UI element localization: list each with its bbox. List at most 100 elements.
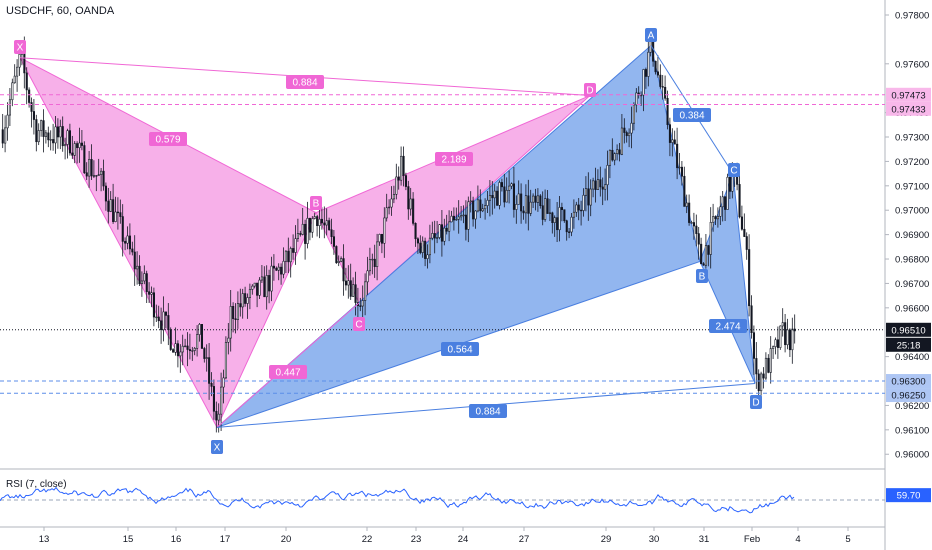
candle-body [392,194,396,200]
time-tick-label: 17 [220,534,231,545]
blue-point-d[interactable]: D [750,395,762,409]
candle-body [726,176,729,210]
price-tick-label: 0.96600 [895,303,929,314]
candle-body [520,193,523,212]
candle-body [539,195,542,207]
candle-body [493,190,496,199]
candle-body [64,144,67,147]
candle-body [61,126,64,147]
candle-body [373,258,376,267]
pink-point-d[interactable]: D [584,83,596,97]
rsi-value-tag-text: 59.70 [897,491,921,502]
candle-body [599,179,602,188]
candle-body [752,332,756,359]
blue-point-c[interactable]: C [728,163,740,177]
candle-body [464,214,468,230]
candle-body [174,343,177,353]
candle-body [323,222,326,226]
price-level-tag-0-box [886,87,931,102]
candle-body [196,334,199,349]
blue-point-x[interactable]: X [211,440,223,454]
candle-body [152,292,155,318]
candle-body [448,221,451,232]
candle-body [474,210,477,220]
candle-body [467,201,470,230]
candle-body [500,182,504,188]
blue-ratio-xd-text: 0.884 [475,407,500,418]
blue-point-a-text: A [648,31,655,42]
pink-point-b[interactable]: B [310,196,322,210]
blue-ratio-abc: 0.564 [441,342,479,356]
candle-body [157,316,160,322]
candle-body [56,126,60,138]
candle-body [133,251,136,270]
candle-body [791,328,794,351]
candle-body [371,258,374,261]
candle-body [128,235,131,250]
candle-body [724,196,727,210]
candle-body [268,275,271,292]
pink-point-c[interactable]: C [353,317,365,331]
pink-ratio-xab-box [149,132,187,146]
candle-body [23,51,26,74]
candle-body [618,149,621,155]
candle-body [630,122,633,134]
blue-point-b[interactable]: B [696,269,708,283]
pink-point-x[interactable]: X [14,40,26,54]
candle-body [414,223,417,240]
candle-body [786,329,789,346]
candle-body [654,60,657,73]
candle-body [632,104,636,124]
candle-body [340,258,343,262]
candle-body [121,216,124,242]
time-tick-label: 23 [411,534,422,545]
candle-body [388,206,391,209]
candle-body [592,180,595,190]
rsi-title: RSI (7, close) [6,479,67,490]
candle-body [124,241,127,244]
candle-body [616,149,619,154]
candle-body [316,216,319,227]
candle-body [541,205,544,220]
candle-body [227,337,230,343]
candle-body [529,201,532,214]
candle-body [112,199,115,222]
candle-body [184,345,187,348]
candle-body [167,315,170,331]
candle-body [601,186,604,190]
candle-body [424,240,427,259]
candle-body [299,233,302,235]
candle-body [582,194,585,211]
candle-body [697,233,700,245]
blue-point-a[interactable]: A [645,28,657,42]
candle-body [330,229,333,237]
candle-body [620,127,624,155]
pink-point-d-text: D [586,86,593,97]
candle-body [400,155,403,181]
candle-body [383,217,386,244]
candle-body [78,142,81,149]
candle-body [301,223,304,235]
candle-body [385,207,388,219]
price-level-tag-2-text: 0.96300 [891,377,925,388]
candle-body [248,289,251,298]
rsi-line [0,486,795,514]
candle-body [625,132,628,137]
candle-body [116,211,119,214]
candle-body [760,373,763,392]
candle-body [738,184,741,218]
time-tick-label: 5 [845,534,850,545]
candle-body [73,143,76,156]
candle-body [563,209,566,222]
candle-body [119,212,122,217]
candle-body [107,200,110,212]
candle-body [484,205,487,210]
candle-body [589,188,592,206]
candle-body [683,175,686,207]
candle-body [203,348,206,359]
candle-body [282,260,285,275]
candle-body [457,216,460,220]
candle-body [11,82,14,101]
rsi-value-tag: 59.70 [886,488,931,503]
